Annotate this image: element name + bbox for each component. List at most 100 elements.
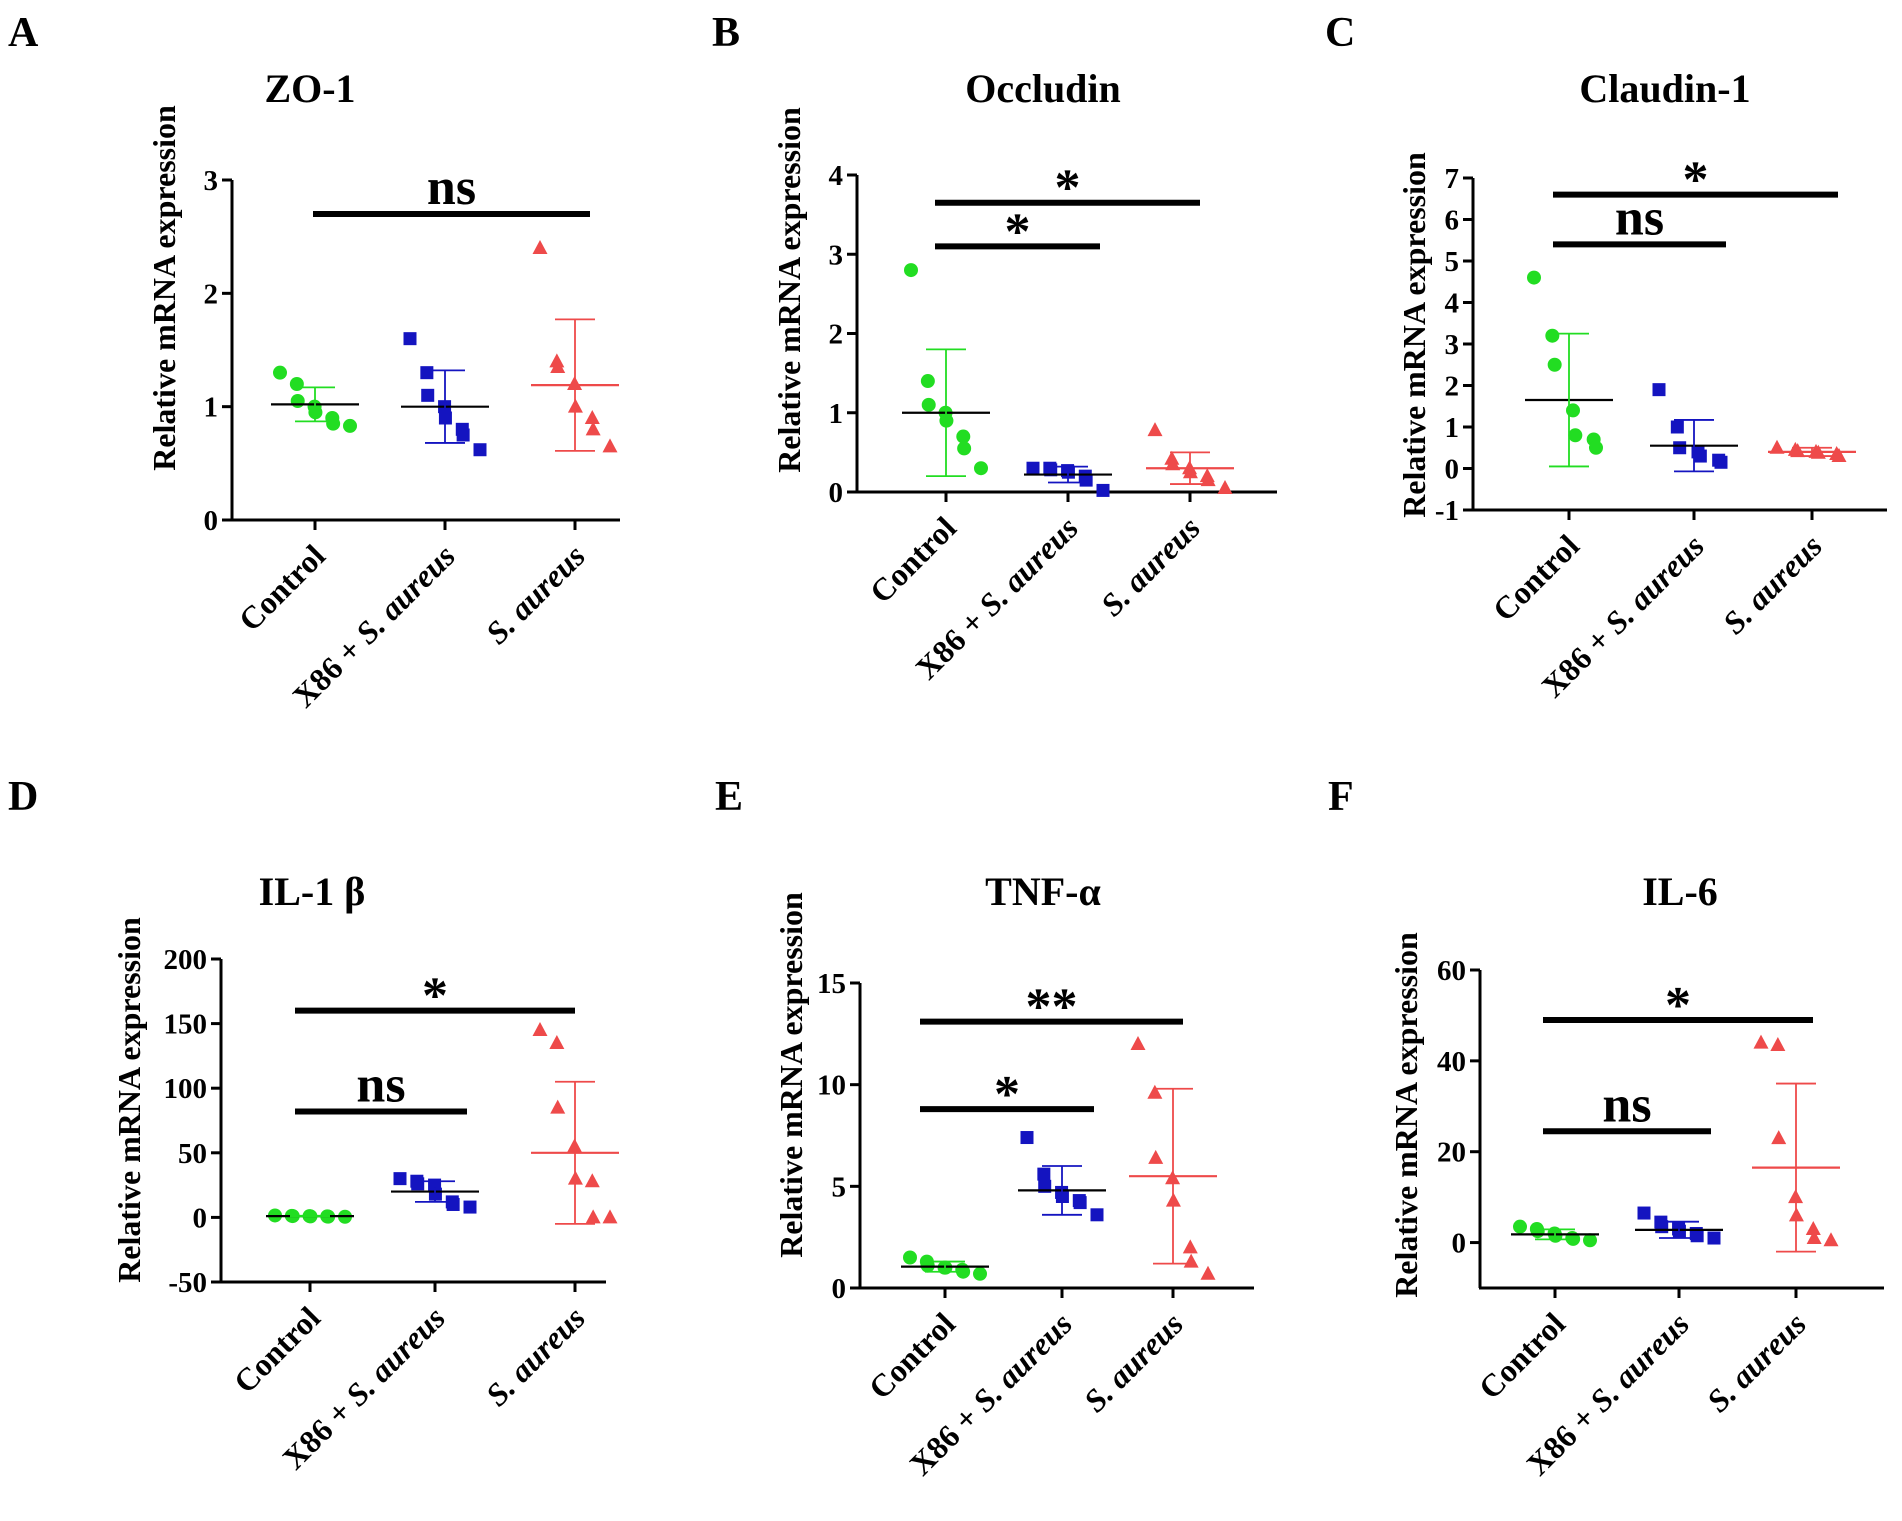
data-point bbox=[903, 1250, 917, 1265]
chart-title: ZO-1 bbox=[264, 66, 355, 111]
y-tick-label: 0 bbox=[1445, 454, 1460, 486]
series-square bbox=[391, 1172, 479, 1214]
chart-title: IL-6 bbox=[1642, 869, 1718, 914]
data-point bbox=[957, 441, 972, 456]
data-point bbox=[602, 1209, 618, 1224]
x-category-label: S. aureus bbox=[478, 1299, 591, 1412]
panel-e: E TNF-α Relative mRNA expression 0 5 10 15 Cont… bbox=[715, 774, 1254, 1482]
significance-label: ns bbox=[356, 1056, 405, 1113]
significance-label: * bbox=[422, 968, 448, 1025]
x-category-label: Control bbox=[861, 1305, 962, 1406]
data-point bbox=[1583, 1233, 1597, 1248]
panel-a: A ZO-1 Relative mRNA expression 0 1 2 3 Control… bbox=[8, 10, 620, 714]
significance-label: * bbox=[994, 1066, 1020, 1123]
data-point bbox=[1020, 1131, 1034, 1145]
chart-title: Claudin-1 bbox=[1579, 66, 1750, 111]
data-point bbox=[1652, 383, 1666, 397]
data-point bbox=[1714, 455, 1728, 469]
data-point bbox=[973, 1266, 987, 1281]
data-point bbox=[1200, 472, 1216, 487]
data-point bbox=[956, 429, 971, 444]
data-point bbox=[1805, 1220, 1821, 1235]
significance-label: ns bbox=[1615, 189, 1664, 246]
category-species: S. aureus bbox=[478, 1299, 591, 1412]
panel-letter: C bbox=[1325, 10, 1355, 56]
y-tick-label: 0 bbox=[193, 1202, 208, 1234]
y-tick-label: 100 bbox=[164, 1073, 208, 1105]
data-point bbox=[1073, 1196, 1087, 1210]
data-point bbox=[421, 388, 435, 402]
y-tick-label: 6 bbox=[1445, 205, 1460, 237]
y-tick-label: 2 bbox=[1445, 371, 1460, 403]
panel-letter: F bbox=[1328, 774, 1354, 820]
data-point bbox=[463, 1200, 477, 1214]
data-point bbox=[920, 374, 935, 389]
data-point bbox=[273, 365, 287, 380]
data-point bbox=[1545, 328, 1560, 343]
data-point bbox=[585, 421, 601, 436]
y-tick-label: 0 bbox=[1452, 1228, 1467, 1260]
panel-d: D IL-1 β Relative mRNA expression -50 0 50 100… bbox=[8, 774, 619, 1476]
data-point bbox=[289, 377, 304, 391]
data-point bbox=[326, 416, 341, 431]
data-point bbox=[1790, 443, 1806, 458]
x-category-label: Control bbox=[862, 509, 963, 610]
series-triangle bbox=[1129, 1036, 1217, 1280]
y-axis-label: Relative mRNA expression bbox=[111, 917, 147, 1283]
data-point bbox=[1670, 420, 1684, 434]
data-point bbox=[1769, 439, 1785, 454]
data-point bbox=[585, 1209, 601, 1224]
y-tick-label: 3 bbox=[1445, 329, 1460, 361]
series-triangle bbox=[531, 240, 619, 453]
significance-label: ** bbox=[1026, 979, 1078, 1036]
y-tick-label: 1 bbox=[204, 392, 219, 424]
category-species: S. aureus bbox=[1699, 1305, 1812, 1418]
x-category-label: Control bbox=[231, 537, 332, 638]
y-tick-label: 0 bbox=[829, 477, 844, 509]
y-tick-label: 7 bbox=[1445, 163, 1460, 195]
data-point bbox=[1589, 440, 1603, 455]
y-tick-label: 60 bbox=[1437, 955, 1466, 987]
y-tick-label: 3 bbox=[204, 165, 219, 197]
data-point bbox=[550, 1099, 566, 1114]
data-point bbox=[584, 1173, 600, 1188]
series-square bbox=[1018, 1131, 1106, 1222]
data-point bbox=[1547, 357, 1562, 372]
data-point bbox=[921, 397, 936, 412]
category-species: S. aureus bbox=[1715, 527, 1828, 640]
data-point bbox=[1693, 449, 1707, 463]
category-species: S. aureus bbox=[1093, 509, 1206, 622]
y-axis-label: Relative mRNA expression bbox=[146, 105, 182, 471]
y-tick-label: 200 bbox=[164, 944, 208, 976]
y-tick-label: 5 bbox=[832, 1171, 847, 1203]
data-point bbox=[1182, 1239, 1198, 1254]
significance-label: * bbox=[1683, 152, 1709, 209]
significance-label: * bbox=[1055, 160, 1081, 217]
x-category-label: S. aureus bbox=[478, 537, 591, 650]
series-triangle bbox=[1146, 422, 1234, 495]
x-category-label: S. aureus bbox=[1699, 1305, 1812, 1418]
y-tick-label: 40 bbox=[1437, 1046, 1466, 1078]
data-point bbox=[1637, 1206, 1651, 1220]
y-tick-label: 20 bbox=[1437, 1137, 1466, 1169]
series-square bbox=[1635, 1206, 1723, 1245]
panel-c: C Claudin-1 Relative mRNA expression -1 0 1 2 3… bbox=[1325, 10, 1887, 704]
category-species: S. aureus bbox=[965, 1305, 1078, 1418]
data-point bbox=[290, 394, 305, 408]
y-tick-label: 0 bbox=[832, 1273, 847, 1305]
data-point bbox=[1823, 1232, 1839, 1247]
y-tick-label: 15 bbox=[817, 968, 846, 1000]
data-point bbox=[1527, 270, 1541, 285]
data-point bbox=[1513, 1219, 1527, 1234]
series-circle bbox=[1511, 1219, 1599, 1248]
data-point bbox=[1148, 1149, 1164, 1164]
y-tick-label: 4 bbox=[1445, 288, 1460, 320]
significance-label: ns bbox=[427, 159, 476, 216]
series-circle bbox=[266, 1208, 354, 1224]
data-point bbox=[1037, 1167, 1051, 1181]
data-point bbox=[550, 359, 566, 373]
series-triangle bbox=[1768, 439, 1856, 463]
data-point bbox=[549, 353, 565, 368]
data-point bbox=[343, 418, 357, 433]
category-species: S. aureus bbox=[1597, 527, 1710, 640]
